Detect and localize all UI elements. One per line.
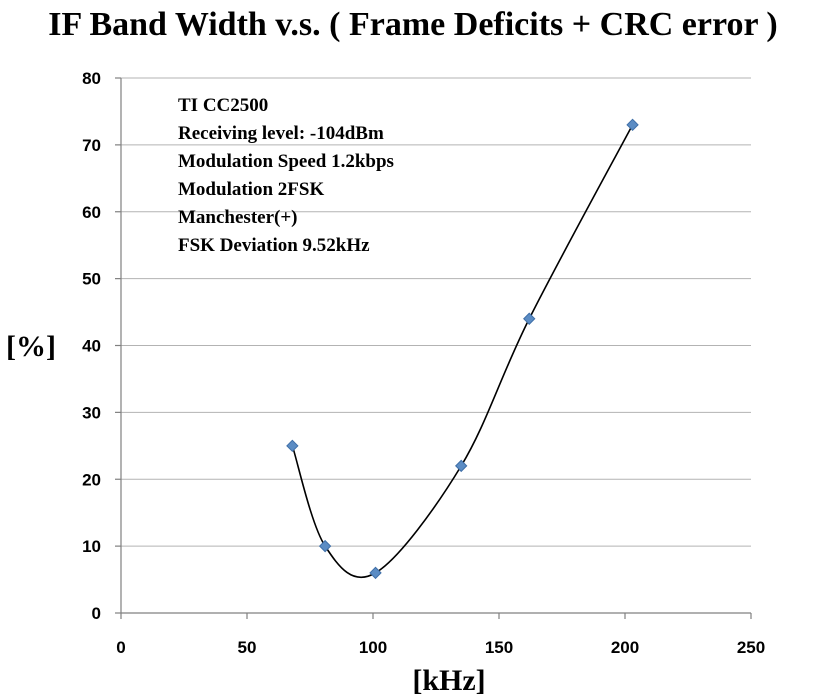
data-point [523,312,536,325]
data-point [369,566,382,580]
y-tick-label: 30 [82,403,101,422]
y-tick-label: 80 [82,69,101,88]
x-axis-label: [kHz] [412,664,485,697]
y-tick-labels: 0 10 20 30 40 50 60 70 80 [82,69,101,623]
data-point [286,439,299,453]
y-tick-label: 0 [92,604,101,623]
x-tick-labels: 0 50 100 150 200 250 [116,638,765,657]
y-tick-label: 10 [82,537,101,556]
annotation-line: TI CC2500 [178,95,268,116]
x-tick-label: 150 [485,638,513,657]
y-axis-label: [%] [6,330,56,363]
y-tick-label: 60 [82,203,101,222]
x-tick-label: 200 [611,638,639,657]
axes [115,77,752,619]
x-tick-label: 0 [116,638,125,657]
annotation-line: Modulation Speed 1.2kbps [178,151,394,172]
annotation-line: FSK Deviation 9.52kHz [178,235,370,256]
trend-curve [291,124,634,579]
annotation-line: Receiving level: -104dBm [178,123,384,144]
data-point [454,459,468,473]
y-tick-label: 70 [82,136,101,155]
y-tick-label: 50 [82,270,101,289]
data-points [286,118,639,580]
data-point [318,539,332,553]
chart-title: IF Band Width v.s. ( Frame Deficits + CR… [48,6,778,43]
gridlines [121,77,751,547]
annotation-line: Manchester(+) [178,207,298,228]
y-tick-label: 20 [82,470,101,489]
annotation-line: Modulation 2FSK [178,179,324,200]
data-point [626,118,639,132]
annotation-box: TI CC2500 Receiving level: -104dBm Modul… [178,95,394,256]
x-tick-label: 250 [737,638,765,657]
x-tick-label: 100 [359,638,387,657]
x-tick-label: 50 [238,638,257,657]
y-tick-label: 40 [82,337,101,356]
